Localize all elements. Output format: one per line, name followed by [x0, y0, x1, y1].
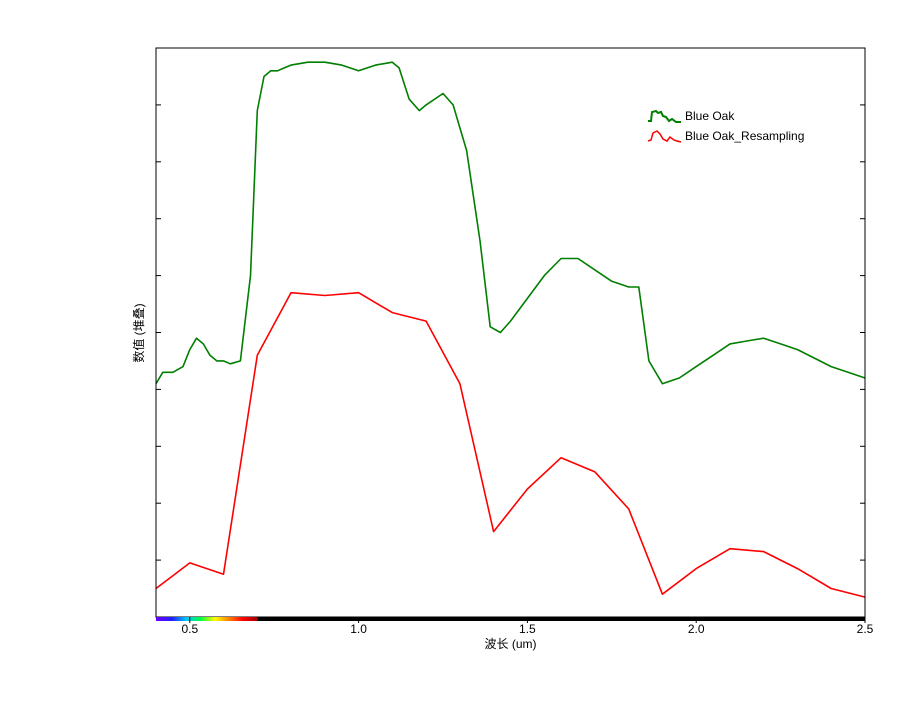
x-tick-label-3: 2.0 — [688, 622, 705, 636]
legend-swatch-resampling-icon — [647, 130, 682, 143]
colorbar-infrared — [257, 617, 865, 621]
legend: Blue Oak Blue Oak_Resampling — [647, 109, 804, 143]
series-line-1 — [155, 291, 866, 598]
x-tick-label-4: 2.5 — [857, 622, 874, 636]
x-axis-label: 波长 (um) — [485, 637, 537, 651]
x-ticks: 0.5 1.0 1.5 2.0 2.5 — [181, 617, 874, 636]
legend-label-blue-oak: Blue Oak — [685, 109, 735, 123]
legend-label-resampling: Blue Oak_Resampling — [685, 129, 804, 143]
plot-background — [156, 48, 865, 617]
wavelength-colorbar — [156, 617, 865, 621]
series-line-0 — [155, 61, 866, 385]
series-layer — [155, 61, 866, 598]
x-tick-label-1: 1.0 — [350, 622, 367, 636]
x-tick-label-0: 0.5 — [181, 622, 198, 636]
colorbar-visible — [156, 617, 258, 621]
x-tick-label-2: 1.5 — [519, 622, 536, 636]
y-ticks — [156, 47, 865, 561]
legend-swatch-blue-oak-icon — [648, 109, 681, 123]
y-axis-label: 数值 (堆叠) — [131, 303, 146, 362]
